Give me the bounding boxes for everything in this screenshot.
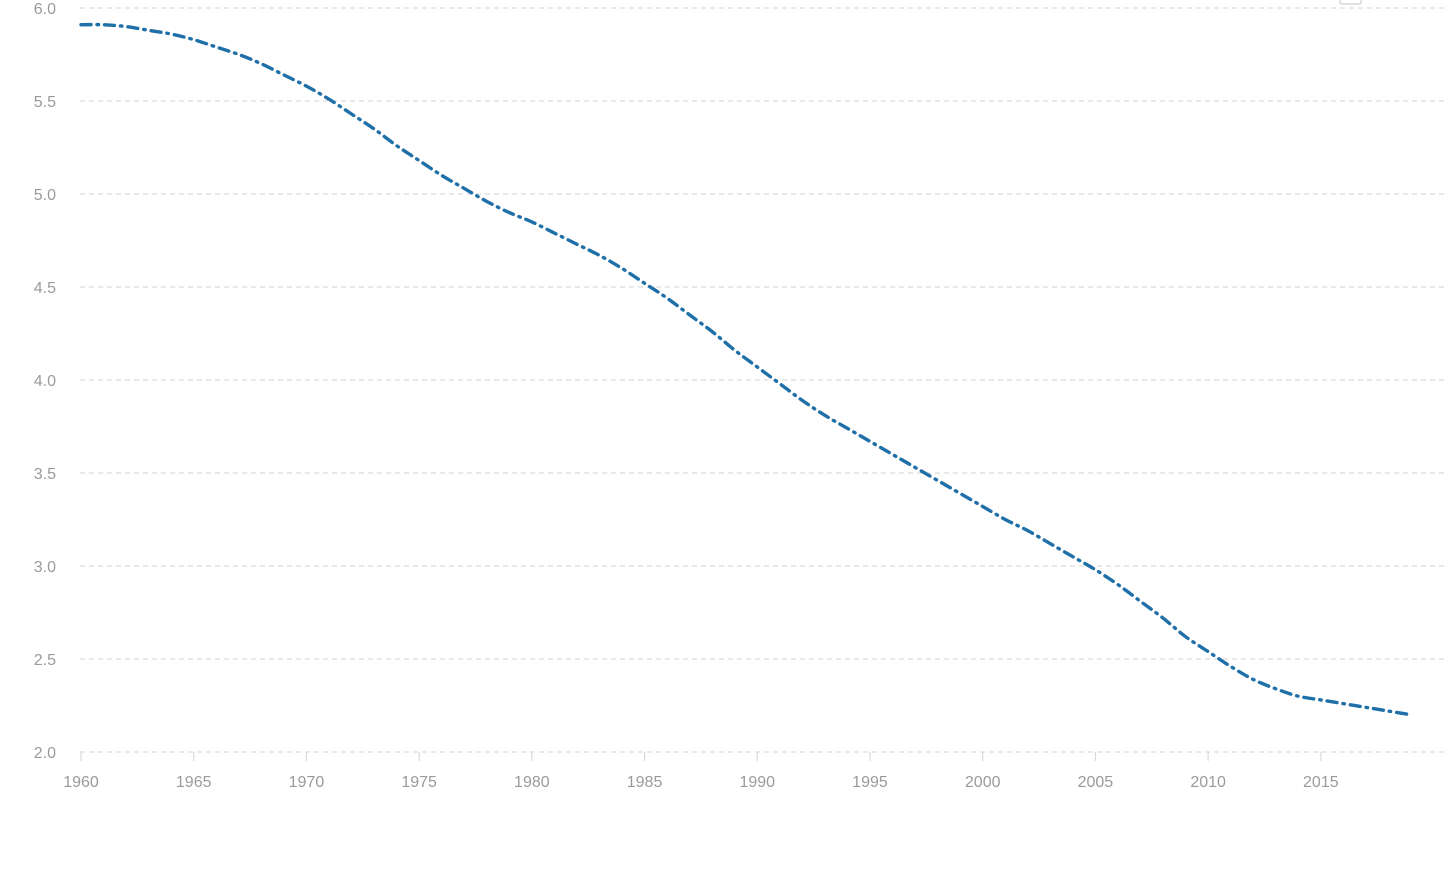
series-line <box>79 22 1413 717</box>
data-point[interactable] <box>710 329 714 333</box>
data-point[interactable] <box>980 504 984 508</box>
y-tick-label: 2.5 <box>34 652 56 669</box>
data-point[interactable] <box>1364 705 1368 709</box>
data-point[interactable] <box>1274 687 1278 691</box>
data-point[interactable] <box>868 439 872 443</box>
x-tick-label: 2000 <box>965 774 1001 791</box>
x-tick-label: 1985 <box>627 774 663 791</box>
data-point[interactable] <box>304 84 308 88</box>
data-point[interactable] <box>462 186 466 190</box>
x-tick-label: 1995 <box>852 774 888 791</box>
y-tick-label: 5.5 <box>34 94 56 111</box>
data-point[interactable] <box>214 45 218 49</box>
data-point[interactable] <box>1251 677 1255 681</box>
data-point[interactable] <box>485 199 489 203</box>
y-tick-label: 4.0 <box>34 373 56 390</box>
data-point[interactable] <box>282 73 286 77</box>
data-point[interactable] <box>665 296 669 300</box>
data-point[interactable] <box>755 365 759 369</box>
data-point[interactable] <box>1183 634 1187 638</box>
data-point[interactable] <box>778 382 782 386</box>
data-point[interactable] <box>507 210 511 214</box>
x-tick-label: 1990 <box>739 774 775 791</box>
data-point[interactable] <box>237 52 241 56</box>
data-point[interactable] <box>1206 649 1210 653</box>
x-tick-label: 1975 <box>401 774 437 791</box>
x-tick-label: 1965 <box>176 774 212 791</box>
data-point[interactable] <box>394 143 398 147</box>
y-tick-label: 5.0 <box>34 187 56 204</box>
data-point[interactable] <box>1026 528 1030 532</box>
grid-layer <box>80 7 1446 753</box>
data-point[interactable] <box>1048 541 1052 545</box>
data-point[interactable] <box>101 23 105 27</box>
data-point[interactable] <box>642 281 646 285</box>
data-point[interactable] <box>1386 709 1390 713</box>
data-point[interactable] <box>823 413 827 417</box>
data-point[interactable] <box>1161 616 1165 620</box>
data-point[interactable] <box>1093 568 1097 572</box>
x-tick-label: 1960 <box>63 774 99 791</box>
data-point[interactable] <box>1116 582 1120 586</box>
corner-menu-icon[interactable] <box>1339 0 1362 5</box>
x-tick-label: 1970 <box>289 774 325 791</box>
data-point[interactable] <box>1409 713 1413 717</box>
data-point[interactable] <box>890 452 894 456</box>
data-point[interactable] <box>1071 555 1075 559</box>
x-tick-label: 2005 <box>1078 774 1114 791</box>
data-point[interactable] <box>530 220 534 224</box>
data-point[interactable] <box>733 348 737 352</box>
data-point[interactable] <box>259 62 263 66</box>
data-point[interactable] <box>146 28 150 32</box>
data-point[interactable] <box>192 37 196 41</box>
data-point[interactable] <box>79 23 83 27</box>
data-point[interactable] <box>1341 701 1345 705</box>
data-point[interactable] <box>1003 517 1007 521</box>
data-point[interactable] <box>935 478 939 482</box>
x-tick-label: 2010 <box>1190 774 1226 791</box>
data-point[interactable] <box>552 231 556 235</box>
data-point[interactable] <box>372 127 376 131</box>
data-point[interactable] <box>913 465 917 469</box>
data-point[interactable] <box>1228 664 1232 668</box>
data-point[interactable] <box>124 24 128 28</box>
data-point[interactable] <box>845 426 849 430</box>
y-tick-label: 3.5 <box>34 466 56 483</box>
x-axis-labels: 1960 1965 1970 1975 1980 1985 1990 1995 2000 2005… <box>63 774 1339 791</box>
data-point[interactable] <box>417 158 421 162</box>
data-point[interactable] <box>1296 694 1300 698</box>
data-point[interactable] <box>620 266 624 270</box>
data-point[interactable] <box>1138 599 1142 603</box>
data-point[interactable] <box>800 398 804 402</box>
x-tick-label: 2015 <box>1303 774 1339 791</box>
x-axis-ticks <box>80 752 1322 761</box>
y-tick-label: 6.0 <box>34 1 56 18</box>
data-point[interactable] <box>597 253 601 257</box>
y-axis-labels: 2.0 2.5 3.0 3.5 4.0 4.5 5.0 5.5 6.0 <box>34 1 56 762</box>
x-tick-label: 1980 <box>514 774 550 791</box>
data-point[interactable] <box>575 242 579 246</box>
data-point[interactable] <box>327 97 331 101</box>
data-point[interactable] <box>1319 698 1323 702</box>
data-point[interactable] <box>958 491 962 495</box>
data-point[interactable] <box>169 32 173 36</box>
series-layer <box>79 22 1413 717</box>
data-point[interactable] <box>349 112 353 116</box>
data-point[interactable] <box>687 313 691 317</box>
y-tick-label: 3.0 <box>34 559 56 576</box>
y-tick-label: 2.0 <box>34 745 56 762</box>
y-tick-label: 4.5 <box>34 280 56 297</box>
data-point[interactable] <box>439 173 443 177</box>
